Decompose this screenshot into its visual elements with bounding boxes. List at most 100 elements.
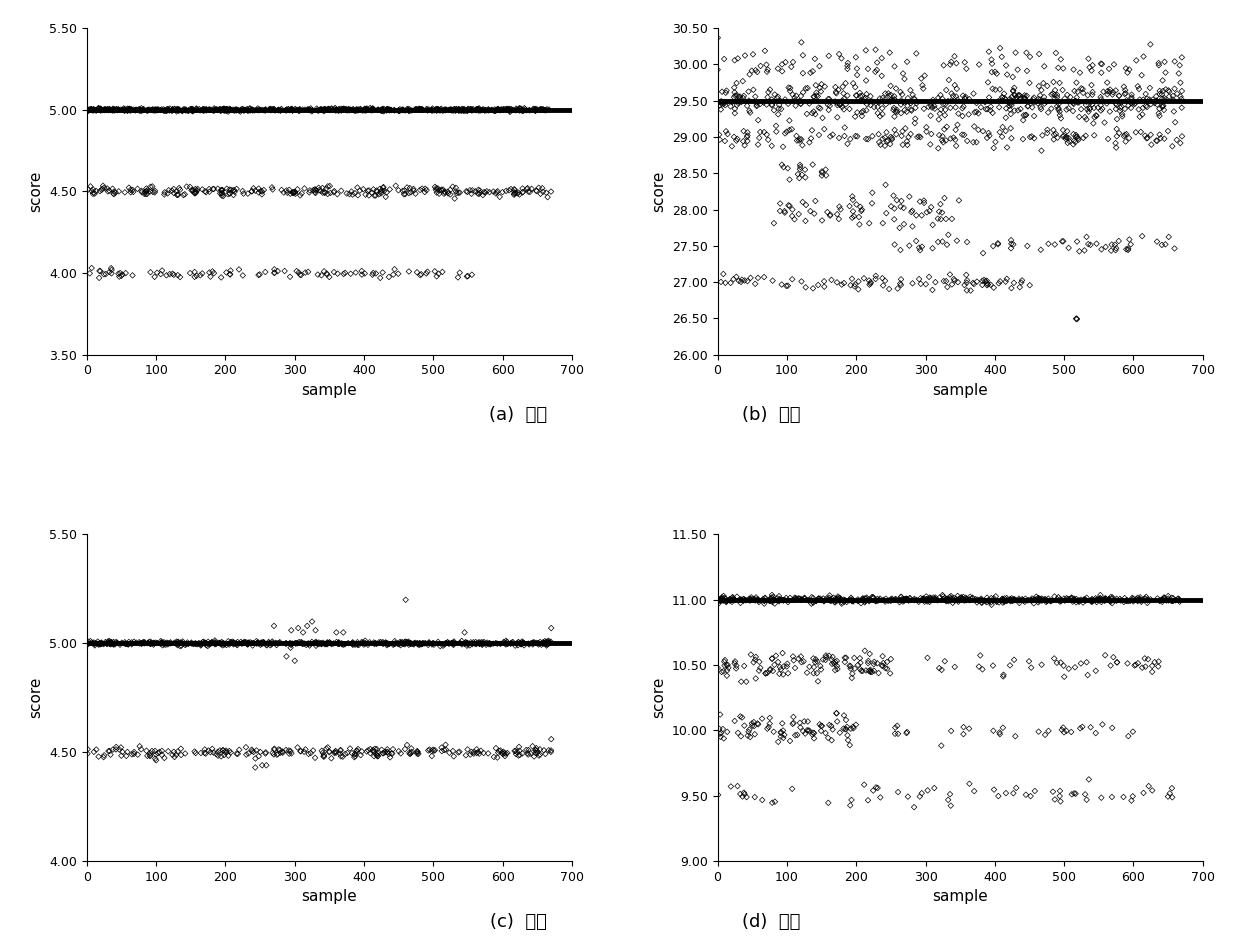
Point — [469, 746, 489, 761]
Point — [779, 96, 799, 111]
Point — [185, 744, 205, 759]
Point — [818, 92, 838, 107]
Point — [92, 636, 112, 651]
Point — [733, 789, 753, 804]
Point — [866, 593, 885, 608]
Point — [176, 636, 196, 651]
Point — [1118, 728, 1138, 743]
Point — [334, 267, 353, 282]
Point — [161, 635, 181, 650]
Point — [144, 103, 164, 118]
Point — [900, 95, 920, 110]
Point — [417, 102, 436, 117]
Point — [428, 102, 448, 117]
Point — [852, 202, 872, 217]
Point — [826, 706, 846, 721]
Point — [900, 591, 920, 606]
Point — [1024, 592, 1044, 607]
Point — [910, 242, 930, 257]
Point — [454, 103, 474, 118]
Point — [233, 636, 253, 651]
Point — [849, 593, 869, 608]
Point — [88, 634, 108, 649]
Point — [1142, 782, 1162, 797]
Point — [293, 636, 312, 651]
Point — [1060, 90, 1080, 105]
Point — [972, 273, 992, 288]
Point — [976, 273, 996, 288]
Point — [791, 592, 811, 607]
Point — [456, 103, 476, 118]
X-axis label: sample: sample — [301, 889, 357, 904]
Point — [458, 742, 477, 757]
Point — [820, 98, 839, 113]
Point — [847, 67, 867, 82]
Point — [427, 269, 446, 284]
Point — [249, 102, 269, 117]
Point — [942, 595, 962, 610]
Point — [479, 102, 498, 117]
Point — [506, 636, 526, 651]
Point — [115, 184, 135, 199]
Point — [1121, 237, 1141, 252]
Point — [823, 591, 843, 606]
Point — [851, 199, 870, 214]
Point — [526, 103, 546, 118]
Point — [102, 635, 122, 650]
Point — [250, 744, 270, 759]
Point — [1039, 236, 1059, 251]
Point — [98, 634, 118, 649]
Point — [275, 103, 295, 118]
Point — [738, 273, 758, 288]
Point — [996, 274, 1016, 289]
Point — [211, 103, 231, 118]
Point — [880, 137, 900, 152]
Point — [828, 589, 848, 604]
Point — [932, 234, 952, 249]
Point — [89, 636, 109, 651]
Point — [1141, 592, 1161, 607]
Point — [1071, 592, 1091, 607]
Point — [315, 102, 335, 117]
Point — [1132, 67, 1152, 82]
Point — [754, 95, 774, 110]
Point — [402, 741, 422, 756]
Point — [901, 205, 921, 220]
Point — [720, 779, 740, 794]
Point — [914, 592, 934, 607]
Point — [711, 592, 730, 607]
Point — [398, 634, 418, 649]
Point — [996, 101, 1016, 116]
Point — [1148, 55, 1168, 70]
Point — [346, 265, 366, 280]
Point — [763, 98, 782, 113]
Point — [438, 186, 458, 201]
Point — [112, 748, 131, 763]
Point — [100, 103, 120, 118]
Point — [486, 636, 506, 651]
Point — [713, 267, 733, 282]
Point — [98, 101, 118, 116]
Point — [88, 102, 108, 117]
Point — [1114, 789, 1133, 804]
Point — [120, 103, 140, 118]
Point — [1066, 592, 1086, 607]
Point — [758, 90, 777, 105]
Point — [1164, 54, 1184, 69]
Point — [1110, 100, 1130, 115]
Point — [363, 635, 383, 650]
Point — [709, 726, 729, 741]
Point — [782, 209, 802, 224]
Point — [993, 595, 1013, 610]
Point — [300, 183, 320, 197]
Point — [870, 138, 890, 153]
Point — [880, 87, 900, 102]
Point — [867, 63, 887, 78]
Point — [1013, 132, 1033, 147]
Point — [270, 742, 290, 757]
Point — [1076, 654, 1096, 669]
Point — [827, 653, 847, 668]
Point — [723, 95, 743, 110]
Point — [486, 103, 506, 118]
Point — [314, 264, 334, 279]
